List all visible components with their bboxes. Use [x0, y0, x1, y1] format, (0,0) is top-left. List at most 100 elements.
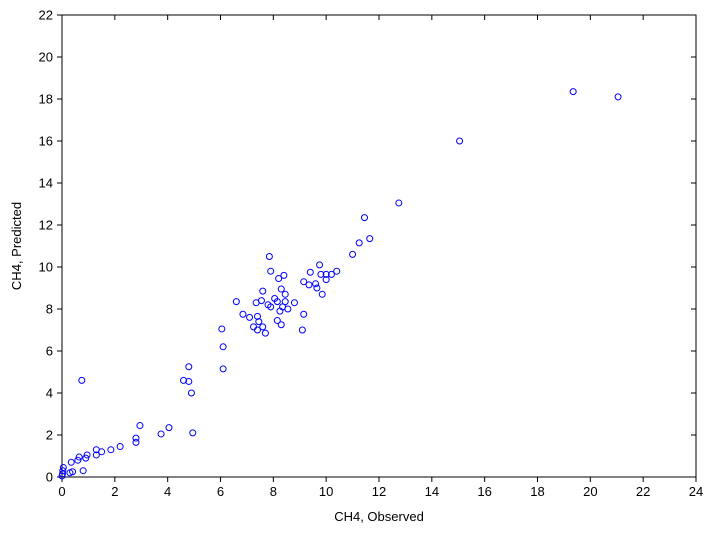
data-point	[219, 365, 227, 373]
data-point	[395, 199, 403, 207]
data-point	[67, 458, 75, 466]
data-point	[185, 363, 193, 371]
data-point	[98, 448, 106, 456]
y-axis-label: CH4, Predicted	[9, 202, 24, 290]
data-point	[69, 468, 77, 476]
data-point	[280, 271, 288, 279]
x-tick-label: 20	[583, 484, 597, 499]
data-point	[290, 299, 298, 307]
x-tick-label: 4	[164, 484, 171, 499]
data-point	[273, 298, 281, 306]
x-tick-label: 2	[111, 484, 118, 499]
x-tick-label: 16	[477, 484, 491, 499]
data-point	[267, 303, 275, 311]
data-point	[79, 467, 87, 475]
x-tick-label: 0	[58, 484, 65, 499]
data-point	[250, 323, 258, 331]
data-point	[456, 137, 464, 145]
data-point	[355, 239, 363, 247]
data-point	[322, 276, 330, 284]
data-point	[300, 310, 308, 318]
data-point	[253, 312, 261, 320]
data-point	[257, 297, 265, 305]
data-point	[298, 326, 306, 334]
y-tick-label: 12	[39, 218, 53, 233]
data-point	[313, 284, 321, 292]
data-point	[253, 326, 261, 334]
data-point	[569, 88, 577, 96]
y-tick-label: 0	[46, 470, 53, 485]
data-point	[349, 250, 357, 258]
data-point	[327, 270, 335, 278]
y-tick-label: 6	[46, 344, 53, 359]
y-tick-label: 22	[39, 8, 53, 23]
x-tick-label: 10	[319, 484, 333, 499]
x-tick-label: 24	[689, 484, 703, 499]
data-points	[58, 88, 622, 480]
x-tick-label: 12	[372, 484, 386, 499]
data-point	[246, 313, 254, 321]
data-point	[157, 430, 165, 438]
data-point	[107, 446, 115, 454]
x-tick-label: 14	[425, 484, 439, 499]
y-tick-label: 14	[39, 176, 53, 191]
data-point	[255, 318, 263, 326]
data-point	[261, 329, 269, 337]
plot-frame	[61, 14, 697, 478]
data-point	[136, 422, 144, 430]
data-point	[78, 376, 86, 384]
x-axis-label: CH4, Observed	[334, 509, 424, 524]
data-point	[318, 290, 326, 298]
data-point	[312, 280, 320, 288]
data-point	[59, 464, 67, 472]
data-point	[614, 93, 622, 101]
y-tick-label: 10	[39, 260, 53, 275]
data-point	[360, 214, 368, 222]
data-point	[59, 467, 67, 475]
data-point	[189, 429, 197, 437]
data-point	[187, 389, 195, 397]
data-point	[277, 321, 285, 329]
data-point	[259, 287, 267, 295]
data-point	[74, 456, 82, 464]
data-point	[116, 443, 124, 451]
plot-area	[61, 14, 697, 478]
data-point	[259, 323, 267, 331]
data-point	[92, 451, 100, 459]
data-point	[265, 253, 273, 260]
data-point	[306, 268, 314, 276]
data-point	[273, 317, 281, 325]
x-tick-label: 22	[636, 484, 650, 499]
data-point	[218, 325, 226, 333]
data-point	[281, 290, 289, 298]
data-point	[284, 305, 292, 313]
y-tick-label: 16	[39, 134, 53, 149]
x-tick-label: 6	[217, 484, 224, 499]
data-point	[232, 298, 240, 306]
data-point	[132, 438, 140, 446]
y-tick-label: 20	[39, 50, 53, 65]
data-point	[300, 278, 308, 286]
data-point	[322, 270, 330, 278]
y-tick-label: 18	[39, 92, 53, 107]
data-point	[305, 281, 313, 289]
data-point	[180, 376, 188, 384]
data-point	[316, 261, 324, 269]
data-point	[132, 434, 140, 442]
data-point	[83, 451, 91, 459]
data-point	[75, 453, 83, 461]
data-point	[281, 298, 289, 306]
y-tick-label: 4	[46, 386, 53, 401]
data-point	[82, 454, 90, 462]
x-axis: 0 2 4 6 8 10 12 14 16 18 20 22 24	[58, 15, 703, 499]
data-point	[275, 275, 283, 283]
x-tick-label: 8	[270, 484, 277, 499]
data-point	[267, 267, 275, 275]
y-tick-label: 8	[46, 302, 53, 317]
data-point	[165, 424, 173, 432]
data-point	[366, 235, 374, 243]
data-point	[317, 270, 325, 278]
data-point	[185, 377, 193, 385]
y-tick-label: 2	[46, 428, 53, 443]
